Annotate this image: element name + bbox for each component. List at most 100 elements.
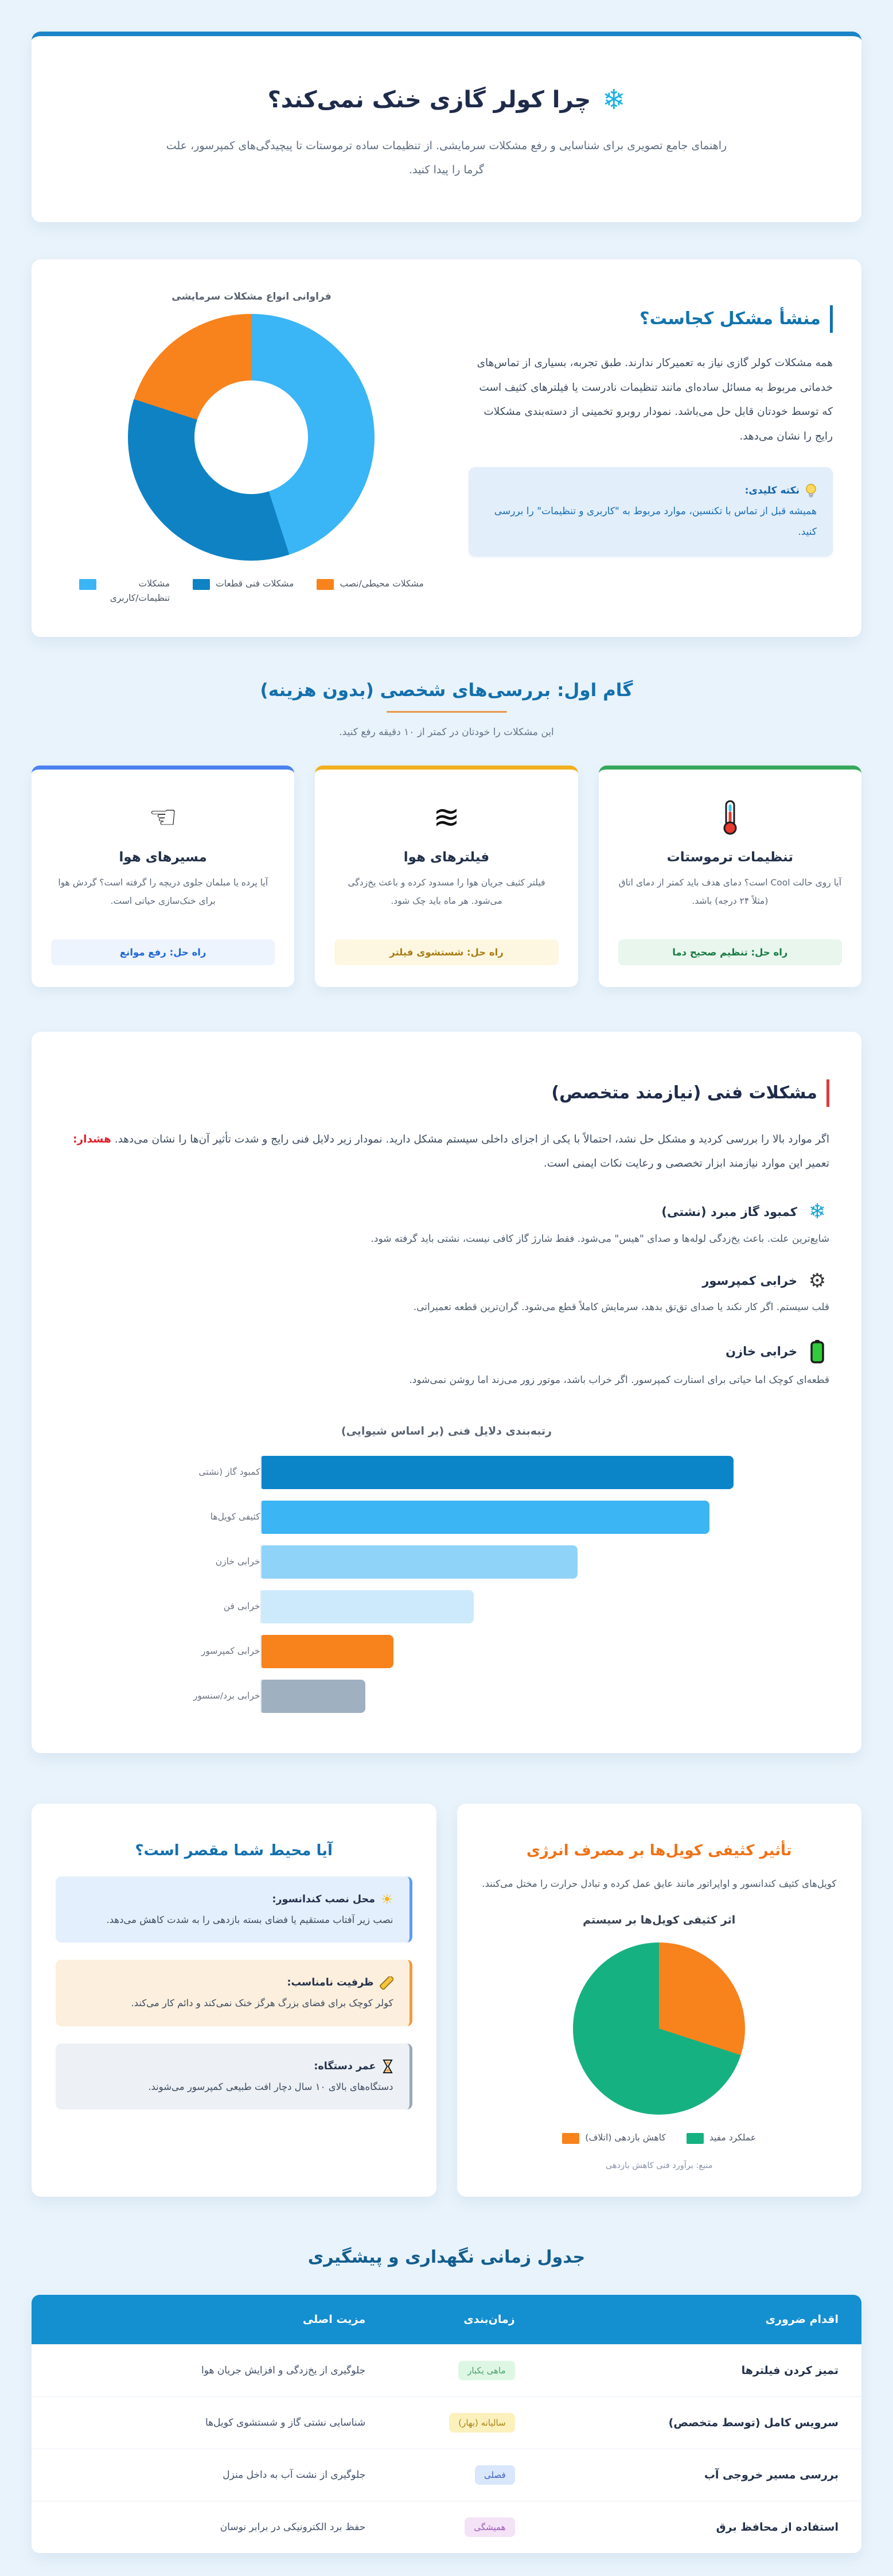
thermometer-icon — [618, 796, 842, 840]
column-header-action: اقدام ضروری — [537, 2294, 861, 2345]
bar-track — [260, 1590, 734, 1623]
timing-badge: سالیانه (بهار) — [449, 2412, 515, 2433]
technical-paragraph: اگر موارد بالا را بررسی کردید و مشکل حل … — [64, 1128, 829, 1176]
coils-section: تأثیر کثیفی کویل‌ها بر مصرف انرژی کویل‌ه… — [457, 1803, 861, 2197]
check-cards-row: تنظیمات ترموستات آیا روی حالت Cool است؟ … — [32, 765, 861, 987]
legend-item[interactable]: کاهش بازدهی (اتلاف) — [562, 2131, 666, 2145]
maintenance-heading: جدول زمانی نگهداری و پیشگیری — [307, 2247, 586, 2267]
chart-source-caption: منبع: برآورد فنی کاهش بازدهی — [605, 2161, 713, 2170]
benefit-cell: جلوگیری از نشت آب به داخل منزل — [32, 2448, 389, 2501]
snowflake-icon: ❄ — [602, 83, 626, 116]
bar-label: کمبود گاز (نشتی — [198, 1467, 260, 1478]
table-header: اقدام ضروری زمان‌بندی مزیت اصلی — [32, 2294, 861, 2345]
env-box-body: دستگاه‌های بالای ۱۰ سال دچار افت طبیعی ک… — [148, 2081, 393, 2092]
technical-paragraph-part2: تعمیر این موارد نیازمند ابزار تخصصی و رع… — [543, 1157, 829, 1170]
legend-label: مشکلات تنظیمات/کاربری — [110, 578, 170, 604]
legend-swatch — [562, 2132, 580, 2144]
gear-icon: ⚙ — [808, 1269, 826, 1292]
item-title-row: ⚙ خرابی کمپرسور — [64, 1271, 829, 1291]
item-title-row: ❄ کمبود گاز مبرد (نشتی) — [64, 1201, 829, 1222]
origin-heading: منشأ مشکل کجاست؟ — [469, 305, 833, 333]
timing-cell: ماهی یکبار — [388, 2344, 538, 2397]
ruler-icon — [379, 1976, 393, 1990]
sun-icon: ☀ — [380, 1891, 393, 1908]
card-title: مسیرهای هوا — [119, 849, 207, 865]
bar-label: کثیفی کویل‌ها — [210, 1512, 260, 1522]
hand-pointing-left-icon: ☜ — [149, 799, 178, 837]
duo-row: تأثیر کثیفی کویل‌ها بر مصرف انرژی کویل‌ه… — [32, 1803, 861, 2197]
card-body: آیا روی حالت Cool است؟ دمای هدف باید کمت… — [618, 877, 842, 906]
bar-label: خرابی برد/سنسور — [193, 1691, 260, 1701]
bar-fill — [261, 1634, 393, 1668]
bar-label: خرابی خازن — [215, 1556, 260, 1567]
card-title: فیلترهای هوا — [403, 849, 490, 865]
env-box-title: محل نصب کندانسور: — [272, 1894, 375, 1906]
action-cell: بررسی مسیر خروجی آب — [537, 2448, 861, 2501]
doughnut-hole — [194, 380, 309, 495]
bar-label: خرابی کمپرسور — [201, 1646, 260, 1657]
header-card: ❄ چرا کولر گازی خنک نمی‌کند؟ راهنمای جام… — [32, 32, 861, 223]
lightbulb-icon — [805, 484, 817, 499]
legend-item[interactable]: مشکلات فنی قطعات — [193, 577, 294, 591]
doughnut-chart-column: فراوانی انواع مشکلات سرمایشی مشکلات تنظی… — [60, 291, 443, 605]
check-card-airflow: ☜ مسیرهای هوا آیا پرده یا مبلمان جلوی در… — [32, 765, 295, 987]
pie-chart-title: اثر کثیفی کویل‌ها بر سیستم — [583, 1913, 736, 1926]
battery-icon — [805, 1339, 829, 1363]
technical-items: ❄ کمبود گاز مبرد (نشتی) شایع‌ترین علت. ب… — [64, 1201, 829, 1390]
legend-item[interactable]: مشکلات محیطی/نصب — [317, 577, 424, 591]
maintenance-table: اقدام ضروری زمان‌بندی مزیت اصلی تمیز کرد… — [32, 2294, 861, 2553]
maintenance-table-card: اقدام ضروری زمان‌بندی مزیت اصلی تمیز کرد… — [32, 2294, 861, 2553]
card-body: آیا پرده یا مبلمان جلوی دریچه را گرفته ا… — [58, 877, 268, 906]
coils-paragraph: کویل‌های کثیف کندانسور و اواپراتور مانند… — [482, 1878, 837, 1890]
env-box-age: عمر دستگاه: دستگاه‌های بالای ۱۰ سال دچار… — [56, 2043, 412, 2110]
bar-track — [260, 1679, 734, 1713]
legend-item[interactable]: عملکرد مفید — [686, 2131, 756, 2145]
warning-label: هشدار: — [73, 1133, 111, 1145]
technical-item-gas: ❄ کمبود گاز مبرد (نشتی) شایع‌ترین علت. ب… — [64, 1201, 829, 1249]
env-box-title-row: عمر دستگاه: — [72, 2056, 393, 2077]
bar-row: خرابی فن — [160, 1590, 734, 1623]
env-box-body: نصب زیر آفتاب مستقیم یا فضای بسته بازدهی… — [106, 1914, 393, 1925]
technical-heading: مشکلات فنی (نیازمند متخصص) — [64, 1079, 829, 1107]
legend-label: عملکرد مفید — [709, 2132, 756, 2143]
legend-item[interactable]: مشکلات تنظیمات/کاربری — [79, 577, 170, 605]
bar-fill — [261, 1679, 365, 1713]
table-row: بررسی مسیر خروجی آب فصلی جلوگیری از نشت … — [32, 2448, 861, 2501]
item-title: خرابی کمپرسور — [702, 1273, 797, 1288]
card-title: تنظیمات ترموستات — [666, 849, 794, 865]
item-description: شایع‌ترین علت. باعث یخ‌زدگی لوله‌ها و صد… — [371, 1233, 829, 1245]
bar-chart-title: رتبه‌بندی دلایل فنی (بر اساس شیوایی) — [341, 1424, 552, 1437]
doughnut-chart — [128, 314, 375, 561]
timing-badge: همیشگی — [465, 2517, 515, 2537]
timing-badge: ماهی یکبار — [458, 2360, 515, 2380]
tip-title-row: نکته کلیدی: — [485, 481, 817, 502]
technical-item-compressor: ⚙ خرابی کمپرسور قلب سیستم. اگر کار نکند … — [64, 1271, 829, 1318]
solution-pill: راه حل: تنظیم صحیح دما — [618, 939, 842, 965]
solution-pill: راه حل: رفع موانع — [51, 939, 275, 965]
step-one-heading: گام اول: بررسی‌های شخصی (بدون هزینه) — [260, 679, 633, 701]
legend-swatch — [317, 579, 334, 590]
item-title: خرابی خازن — [726, 1344, 797, 1358]
benefit-cell: حفظ برد الکترونیکی در برابر نوسان — [32, 2500, 389, 2553]
tip-text: همیشه قبل از تماس با تکنسین، موارد مربوط… — [494, 506, 817, 538]
technical-paragraph-part1: اگر موارد بالا را بررسی کردید و مشکل حل … — [111, 1133, 829, 1145]
env-box-title-row: ظرفیت نامناسب: — [72, 1972, 393, 1994]
legend-swatch — [193, 579, 210, 590]
bar-track — [260, 1545, 734, 1579]
env-box-capacity: ظرفیت نامناسب: کولر کوچک برای فضای بزرگ … — [56, 1960, 412, 2026]
heading-underline — [386, 710, 507, 713]
env-box-condenser: ☀ محل نصب کندانسور: نصب زیر آفتاب مستقیم… — [56, 1876, 412, 1943]
bar-row: کثیفی کویل‌ها — [160, 1500, 734, 1534]
table-row: استفاده از محافظ برق همیشگی حفظ برد الکت… — [32, 2500, 861, 2553]
origin-section: منشأ مشکل کجاست؟ همه مشکلات کولر گازی نی… — [32, 259, 861, 637]
doughnut-legend: مشکلات تنظیمات/کاربری مشکلات فنی قطعات م… — [79, 577, 424, 605]
timing-cell: همیشگی — [388, 2500, 538, 2553]
timing-cell: فصلی — [388, 2448, 538, 2501]
tip-title: نکته کلیدی: — [744, 485, 800, 497]
action-cell: تمیز کردن فیلترها — [537, 2344, 861, 2397]
timing-cell: سالیانه (بهار) — [388, 2396, 538, 2449]
item-description: قطعه‌ای کوچک اما حیاتی برای استارت کمپرس… — [409, 1374, 829, 1386]
legend-swatch — [686, 2132, 704, 2144]
bar-fill — [261, 1455, 734, 1489]
action-cell: استفاده از محافظ برق — [537, 2500, 861, 2553]
